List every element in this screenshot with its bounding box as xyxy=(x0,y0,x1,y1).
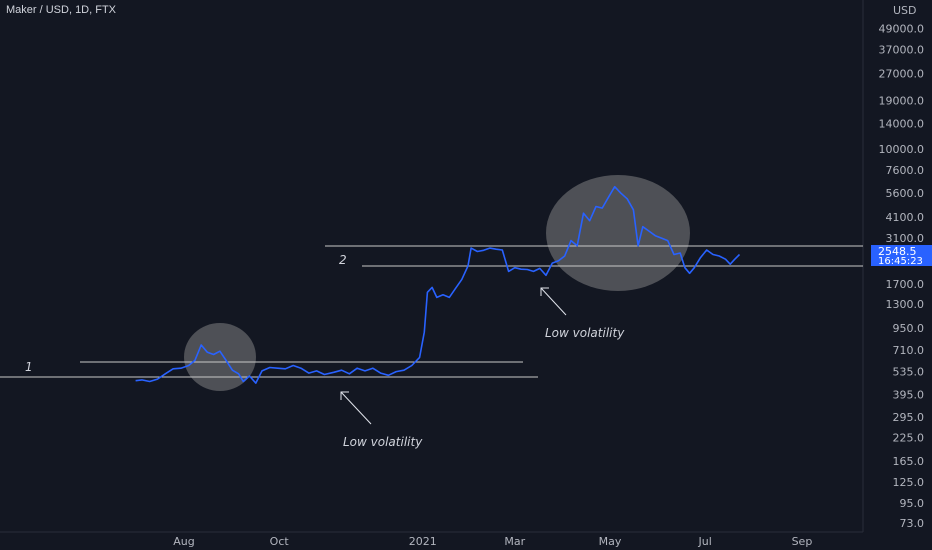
price-tick-label: 165.0 xyxy=(893,455,925,468)
low-volatility-label-2: Low volatility xyxy=(545,326,625,340)
time-tick-label: Oct xyxy=(270,535,290,548)
price-tick-label: 27000.0 xyxy=(879,68,925,81)
chart-title: Maker / USD, 1D, FTX xyxy=(6,4,117,16)
price-tick-label: 73.0 xyxy=(900,517,925,530)
price-tick-label: 225.0 xyxy=(893,431,925,444)
price-tick-label: 535.0 xyxy=(893,366,925,379)
time-tick-label: May xyxy=(599,535,622,548)
currency-label: USD xyxy=(893,4,917,17)
time-tick-label: Mar xyxy=(504,535,525,548)
price-tick-label: 1300.0 xyxy=(886,298,925,311)
price-tick-label: 95.0 xyxy=(900,497,925,510)
time-tick-label: Jul xyxy=(698,535,712,548)
price-tick-label: 295.0 xyxy=(893,411,925,424)
price-tick-label: 395.0 xyxy=(893,389,925,402)
time-tick-label: Sep xyxy=(792,535,813,548)
price-tick-label: 125.0 xyxy=(893,476,925,489)
time-tick-label: Aug xyxy=(173,535,194,548)
zone-1-label: 1 xyxy=(25,360,33,374)
last-price-badge: 2548.5 16:45:23 xyxy=(871,245,932,267)
last-price-value: 2548.5 xyxy=(878,245,917,258)
price-tick-label: 3100.0 xyxy=(886,232,925,245)
bar-countdown: 16:45:23 xyxy=(878,256,923,267)
price-tick-label: 710.0 xyxy=(893,344,925,357)
price-tick-label: 37000.0 xyxy=(879,44,925,57)
price-axis[interactable]: 49000.0 37000.0 27000.0 19000.0 14000.0 10000… xyxy=(879,22,925,530)
time-tick-label: 2021 xyxy=(409,535,437,548)
arrow-annotation-1[interactable] xyxy=(340,391,372,425)
zone-2-label: 2 xyxy=(339,253,347,267)
price-tick-label: 1700.0 xyxy=(886,278,925,291)
price-tick-label: 19000.0 xyxy=(879,94,925,107)
price-series-line[interactable] xyxy=(135,185,741,384)
volatility-zone-2-highlight[interactable] xyxy=(546,175,690,291)
low-volatility-label-1: Low volatility xyxy=(343,435,423,449)
price-tick-label: 7600.0 xyxy=(886,164,925,177)
price-tick-label: 49000.0 xyxy=(879,22,925,35)
price-tick-label: 4100.0 xyxy=(886,211,925,224)
arrow-annotation-2[interactable] xyxy=(540,287,567,316)
time-axis[interactable]: Aug Oct 2021 Mar May Jul Sep xyxy=(173,535,812,548)
price-tick-label: 5600.0 xyxy=(886,187,925,200)
price-tick-label: 950.0 xyxy=(893,322,925,335)
price-tick-label: 14000.0 xyxy=(879,118,925,131)
price-tick-label: 10000.0 xyxy=(879,143,925,156)
